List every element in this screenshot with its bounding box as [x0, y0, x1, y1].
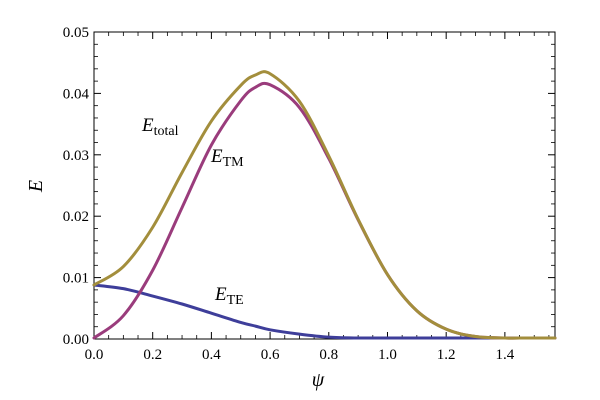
series-label-total: Etotal — [141, 115, 179, 139]
y-axis-label: E — [25, 180, 47, 193]
y-tick-label: 0.03 — [63, 148, 89, 164]
series-label-total-sub: total — [154, 124, 179, 139]
minor-ticks — [94, 32, 555, 339]
x-tick-label: 0.8 — [319, 347, 338, 363]
y-tick-label: 0.00 — [63, 332, 89, 348]
x-tick-label: 0.4 — [202, 347, 221, 363]
y-tick-label: 0.05 — [63, 25, 89, 41]
x-tick-label: 1.2 — [437, 347, 456, 363]
x-tick-label: 0.6 — [261, 347, 280, 363]
series-label-te-sub: TE — [227, 293, 244, 308]
y-tick-label: 0.01 — [63, 271, 89, 287]
series-label-te: ETE — [214, 284, 244, 308]
x-tick-label: 1.0 — [378, 347, 397, 363]
series-line-te — [92, 283, 557, 340]
x-axis-label: ψ — [312, 369, 325, 391]
series-label-te-main: E — [214, 284, 227, 305]
x-tick-labels: 0.0 0.2 0.4 0.6 0.8 1.0 1.2 1.4 — [85, 347, 515, 363]
y-tick-label: 0.04 — [63, 86, 90, 102]
series-line-total — [92, 70, 557, 340]
x-tick-label: 0.2 — [143, 347, 162, 363]
major-ticks — [93, 31, 555, 340]
y-tick-label: 0.02 — [63, 209, 89, 225]
series-label-total-main: E — [141, 115, 154, 136]
x-tick-label: 0.0 — [85, 347, 104, 363]
series-label-tm: ETM — [210, 146, 244, 170]
series-label-tm-main: E — [210, 146, 223, 167]
x-tick-label: 1.4 — [495, 347, 514, 363]
series-lines — [92, 70, 557, 340]
plot-frame — [93, 31, 556, 340]
y-tick-labels: 0.00 0.01 0.02 0.03 0.04 0.05 — [63, 25, 90, 348]
series-label-tm-sub: TM — [223, 155, 245, 170]
